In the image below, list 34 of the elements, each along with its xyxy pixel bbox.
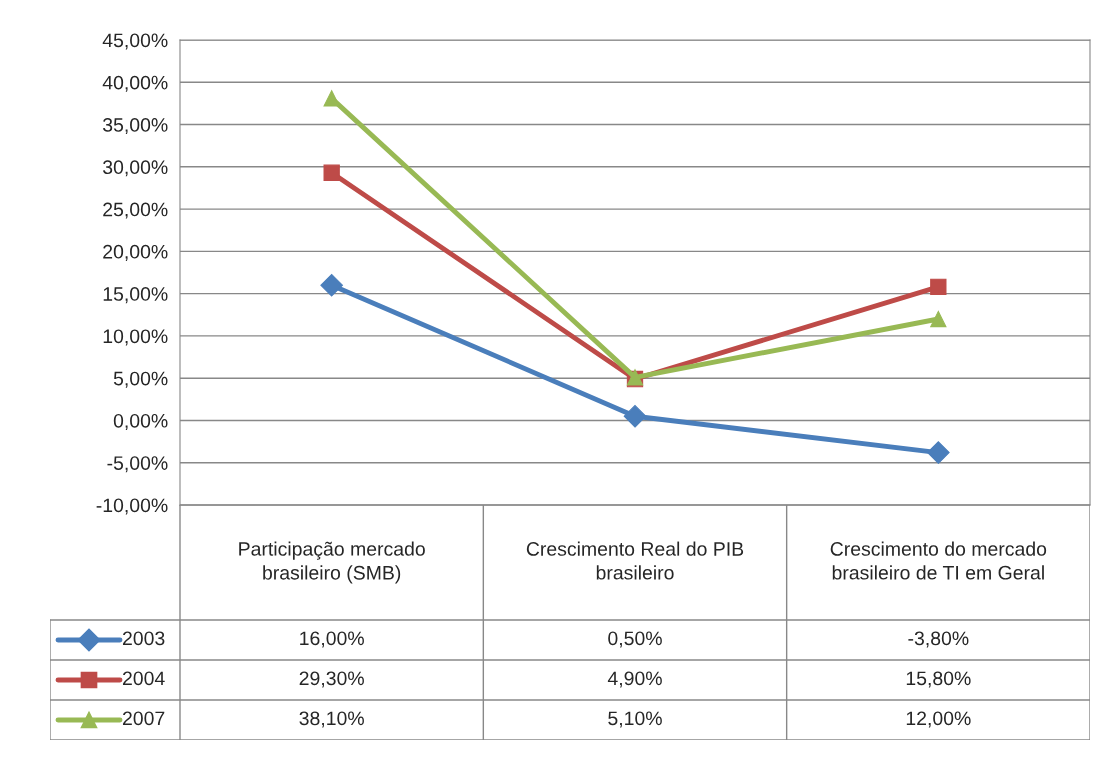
data-label: 12,00%	[906, 711, 971, 728]
legend-label: 2007	[122, 711, 165, 726]
x-tick-label: Participação mercado brasileiro (SMB)	[239, 541, 425, 584]
point	[930, 278, 947, 296]
y-tick-label: 15,00%	[103, 287, 168, 304]
y-tick-label: 30,00%	[102, 160, 168, 177]
y-tick-label: 20,00%	[103, 244, 168, 261]
point	[323, 164, 340, 181]
data-label: -3,80%	[908, 631, 969, 648]
y-tick-label: 5,00%	[113, 371, 168, 388]
point	[323, 90, 340, 107]
x-tick-label: Crescimento do mercado brasileiro de TI em Geral	[830, 541, 1047, 580]
x-tick-label: Crescimento Real do PIB brasileiro	[526, 541, 744, 580]
point	[930, 310, 947, 328]
data-label: 5,10%	[608, 711, 662, 728]
y-tick-label: 10,00%	[103, 329, 168, 346]
data-label: 16,00%	[300, 631, 364, 648]
data-label: 38,10%	[299, 711, 364, 728]
y-tick-label: 25,00%	[103, 202, 168, 219]
data-label: 4,90%	[607, 671, 662, 688]
point	[623, 404, 647, 428]
data-label: 15,80%	[906, 671, 971, 688]
point	[320, 273, 343, 297]
legend-label: 2004	[122, 671, 165, 686]
y-tick-label: 40,00%	[102, 75, 168, 92]
data-label: 29,30%	[299, 671, 364, 688]
y-tick-label: 45,00%	[102, 33, 168, 50]
point	[927, 441, 950, 464]
legend-label: 2003	[122, 631, 165, 646]
y-tick-label: 0,00%	[113, 413, 168, 430]
data-label: 0,50%	[608, 631, 662, 648]
y-tick-label: -5,00%	[107, 456, 168, 473]
y-tick-label: 35,00%	[102, 118, 168, 135]
y-tick-label: -10,00%	[96, 498, 168, 515]
